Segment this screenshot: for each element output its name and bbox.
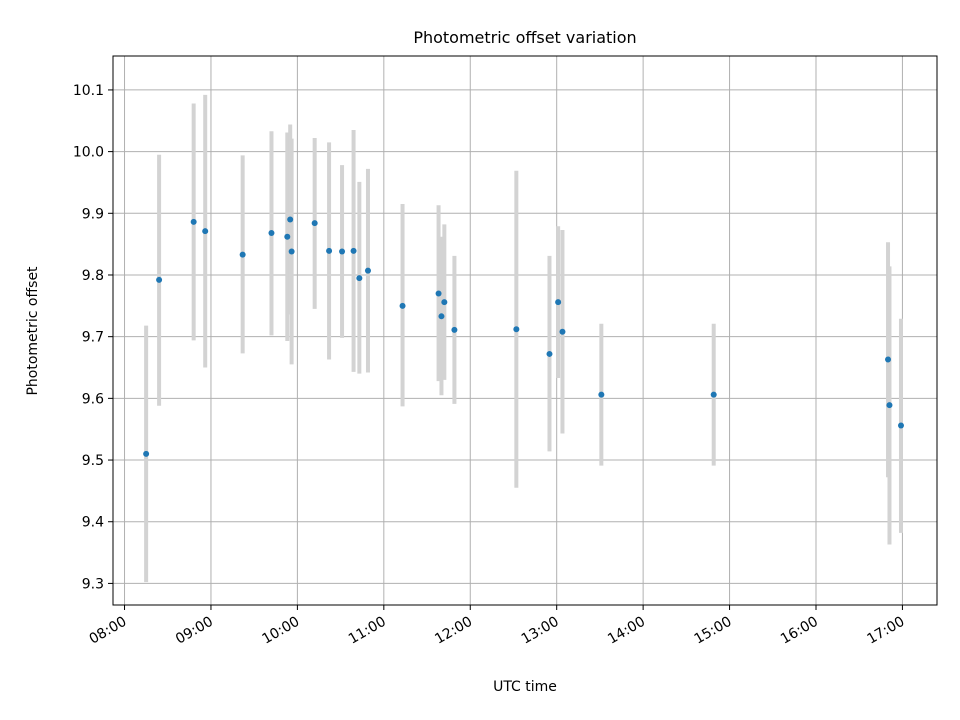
- data-points: [143, 216, 904, 457]
- data-point: [441, 299, 448, 306]
- x-tick-label: 09:00: [173, 614, 216, 648]
- data-point: [451, 326, 458, 333]
- x-tick-label: 17:00: [864, 614, 907, 648]
- x-tick-label: 08:00: [87, 614, 130, 648]
- x-tick-label: 14:00: [605, 614, 648, 648]
- y-tick-label: 9.6: [82, 391, 104, 407]
- data-point: [268, 230, 275, 237]
- data-point: [885, 356, 892, 363]
- y-axis-label: Photometric offset: [25, 266, 41, 396]
- x-tick-label: 12:00: [432, 614, 475, 648]
- data-point: [356, 275, 363, 282]
- data-point: [202, 228, 209, 235]
- y-tick-label: 10.1: [73, 83, 104, 99]
- error-bars: [144, 94, 903, 583]
- data-point: [897, 422, 904, 429]
- data-point: [311, 220, 318, 227]
- y-tick-label: 9.3: [82, 576, 104, 592]
- data-point: [435, 290, 442, 297]
- y-tick-label: 9.7: [82, 330, 104, 346]
- data-point: [555, 299, 562, 306]
- x-tick-label: 15:00: [692, 614, 735, 648]
- x-axis-ticks: 08:00 09:00 10:00 11:00 12:00 13:00 14:00 15:00…: [87, 605, 907, 648]
- x-tick-label: 13:00: [519, 614, 562, 648]
- x-tick-label: 16:00: [778, 614, 821, 648]
- data-point: [399, 302, 406, 309]
- data-point: [287, 216, 294, 223]
- data-point: [143, 450, 150, 457]
- y-tick-label: 9.5: [82, 453, 104, 469]
- y-tick-label: 9.9: [82, 206, 104, 222]
- data-point: [546, 350, 553, 357]
- data-point: [513, 326, 520, 333]
- x-tick-label: 10:00: [259, 614, 302, 648]
- data-point: [339, 248, 346, 255]
- data-point: [886, 402, 893, 409]
- data-point: [326, 247, 333, 254]
- y-tick-label: 9.8: [82, 268, 104, 284]
- data-point: [284, 233, 291, 240]
- chart-title: Photometric offset variation: [413, 28, 636, 47]
- data-point: [190, 218, 197, 225]
- data-point: [239, 251, 246, 258]
- data-point: [438, 313, 445, 320]
- data-point: [156, 276, 163, 283]
- grid: [113, 56, 937, 605]
- x-axis-label: UTC time: [493, 679, 557, 695]
- y-axis-ticks: 9.3 9.4 9.5 9.6 9.7 9.8 9.9 10.0 10.1: [73, 83, 113, 592]
- data-point: [710, 391, 717, 398]
- y-tick-label: 10.0: [73, 145, 104, 161]
- data-point: [364, 267, 371, 274]
- plot-frame: [112, 55, 938, 606]
- data-point: [559, 328, 566, 335]
- y-tick-label: 9.4: [82, 515, 104, 531]
- data-point: [288, 248, 295, 255]
- data-point: [350, 247, 357, 254]
- data-point: [598, 391, 605, 398]
- x-tick-label: 11:00: [346, 614, 389, 648]
